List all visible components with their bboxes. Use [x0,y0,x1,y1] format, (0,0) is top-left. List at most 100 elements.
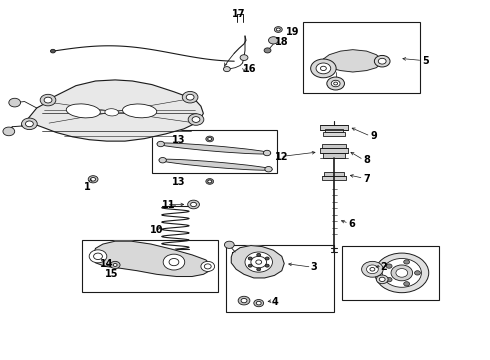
Circle shape [248,264,252,267]
Circle shape [415,271,420,275]
Circle shape [265,166,272,172]
Text: 9: 9 [370,131,377,141]
Circle shape [396,269,408,277]
Circle shape [201,261,215,271]
Circle shape [240,55,248,60]
Text: 5: 5 [422,56,429,66]
Circle shape [3,127,15,136]
Text: 3: 3 [310,262,317,272]
Text: 1: 1 [84,182,91,192]
Text: 10: 10 [150,225,164,235]
Circle shape [188,200,199,209]
Circle shape [223,67,230,72]
Text: 2: 2 [380,262,387,272]
Text: 12: 12 [275,152,289,162]
Circle shape [256,301,261,305]
Circle shape [276,28,280,31]
Bar [320,148,348,153]
Bar [322,144,346,148]
Circle shape [91,177,96,181]
Circle shape [251,256,267,268]
Circle shape [204,264,211,269]
Circle shape [206,136,214,142]
Circle shape [113,264,117,266]
Circle shape [274,27,282,32]
Circle shape [257,253,261,256]
Circle shape [50,49,55,53]
Circle shape [320,66,326,71]
Bar [152,130,277,173]
Circle shape [375,253,429,293]
Circle shape [362,261,383,277]
Circle shape [9,98,21,107]
Ellipse shape [159,159,272,170]
Bar [322,176,346,180]
Circle shape [269,37,278,44]
Circle shape [44,97,52,103]
Circle shape [404,282,410,286]
Circle shape [191,202,196,207]
Bar [303,22,420,93]
Circle shape [264,150,271,156]
Polygon shape [92,241,212,276]
Circle shape [256,260,262,264]
Circle shape [182,91,198,103]
Circle shape [208,138,212,140]
Ellipse shape [122,104,157,118]
Text: 13: 13 [172,135,186,145]
Bar [82,240,218,292]
Circle shape [382,258,421,287]
Circle shape [40,94,56,106]
Circle shape [316,63,331,74]
Bar [325,129,343,132]
Circle shape [241,298,247,303]
Ellipse shape [105,109,119,116]
Ellipse shape [66,104,100,118]
Circle shape [163,254,185,270]
Circle shape [265,257,269,260]
Bar [323,132,345,136]
Text: 15: 15 [105,269,119,279]
Circle shape [224,241,234,248]
Circle shape [188,114,204,125]
Ellipse shape [157,143,270,154]
Circle shape [254,300,264,307]
Text: 16: 16 [243,64,257,74]
Bar [324,172,344,176]
Text: 13: 13 [172,177,186,187]
Circle shape [265,264,269,267]
Circle shape [378,58,386,64]
Circle shape [376,275,388,284]
Circle shape [264,48,271,53]
Text: 8: 8 [363,155,370,165]
Text: 4: 4 [272,297,279,307]
Text: 14: 14 [100,258,114,269]
Circle shape [88,176,98,183]
Bar [342,246,439,300]
Circle shape [110,261,120,269]
Circle shape [157,141,165,147]
Text: 6: 6 [348,219,355,229]
Text: 19: 19 [286,27,300,37]
Text: 18: 18 [275,37,289,48]
Circle shape [386,264,392,268]
Circle shape [238,296,250,305]
Bar [320,125,348,130]
Circle shape [327,77,344,90]
Circle shape [386,278,392,282]
Circle shape [367,265,378,274]
Circle shape [159,158,167,163]
Circle shape [89,250,107,263]
Circle shape [169,258,179,266]
Circle shape [334,82,338,85]
Circle shape [404,260,410,264]
Circle shape [374,55,390,67]
Circle shape [186,94,194,100]
Text: 11: 11 [162,200,176,210]
Circle shape [311,59,336,78]
Polygon shape [231,246,284,278]
Circle shape [391,265,413,281]
Circle shape [25,121,33,127]
Circle shape [208,180,212,183]
Circle shape [331,80,340,87]
